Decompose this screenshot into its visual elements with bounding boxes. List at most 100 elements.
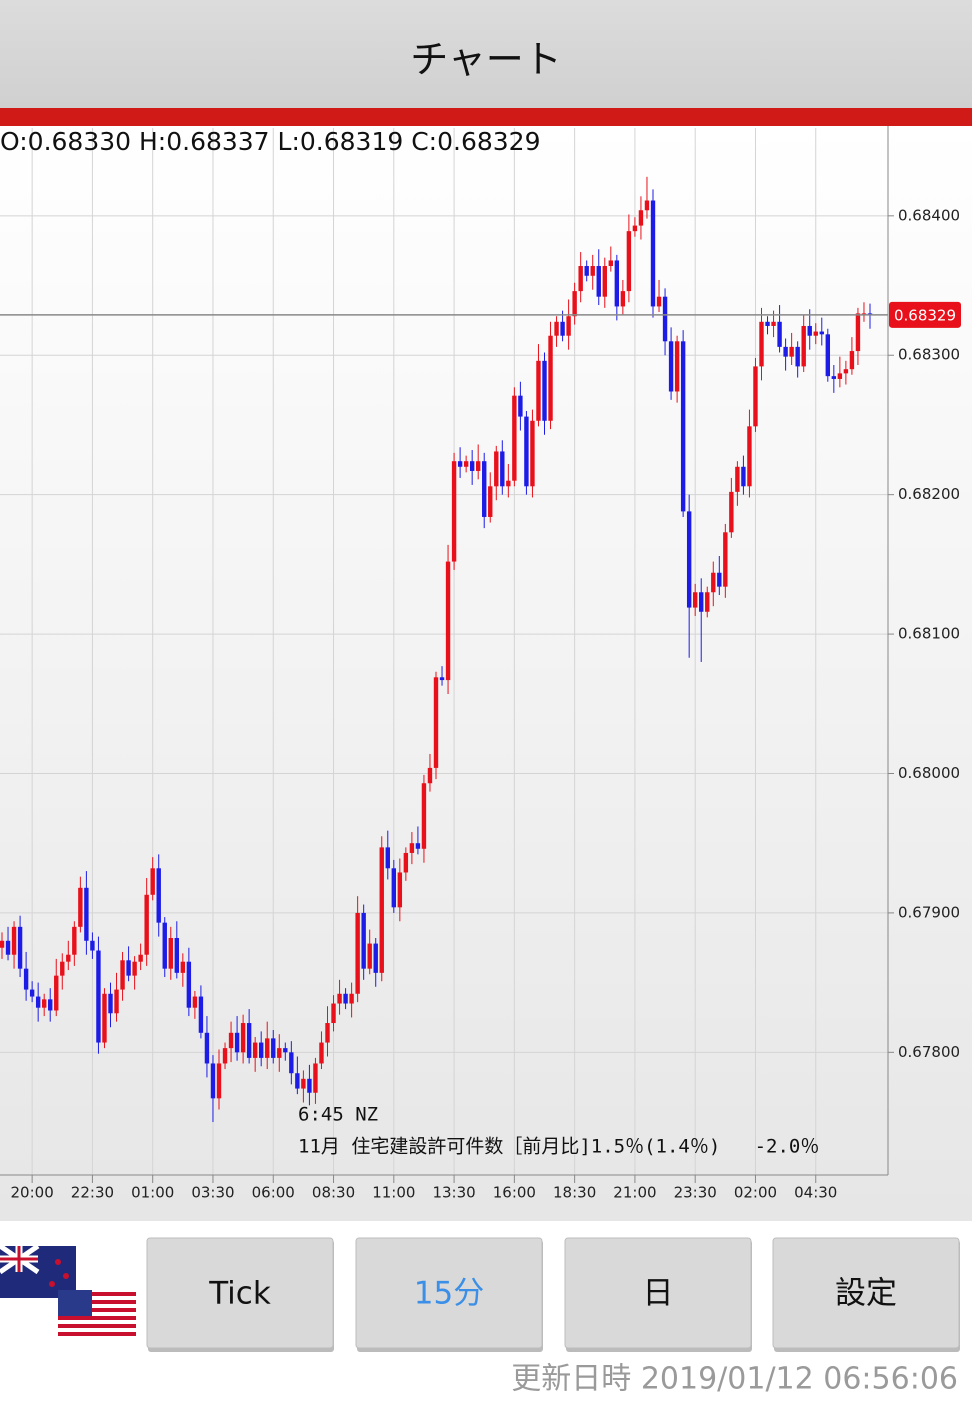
candle-body <box>825 334 831 377</box>
candle-body <box>735 466 740 492</box>
tab-button[interactable] <box>772 1237 960 1349</box>
candle-body <box>301 1078 306 1089</box>
candle-body <box>277 1048 282 1058</box>
candle-body <box>295 1073 300 1089</box>
candle-body <box>488 486 493 517</box>
y-tick-label: 0.68200 <box>898 485 960 503</box>
candle-body <box>753 366 758 427</box>
accent-bar <box>0 108 972 126</box>
candle-body <box>512 395 517 481</box>
candle-body <box>78 887 83 927</box>
event-text: 11月 住宅建設許可件数［前月比]1.5％(1.4％) -2.0％ <box>298 1136 819 1158</box>
candle-body <box>29 989 35 997</box>
candle-body <box>54 975 59 1011</box>
candle-body <box>265 1038 270 1058</box>
tab-button-label: 15分 <box>414 1276 484 1312</box>
candle-body <box>361 912 366 969</box>
candle-body <box>216 1063 222 1099</box>
header-bar <box>0 0 972 108</box>
candle-body <box>427 767 433 784</box>
candle-body <box>325 1023 330 1043</box>
x-tick-label: 02:00 <box>734 1184 777 1202</box>
candle-body <box>451 461 457 562</box>
x-tick-label: 16:00 <box>493 1184 536 1202</box>
candle-body <box>228 1032 234 1049</box>
candle-body <box>313 1063 318 1093</box>
candle-body <box>355 912 360 994</box>
candle-body <box>234 1032 240 1053</box>
candle-body <box>644 200 650 211</box>
candle-body <box>60 961 65 976</box>
candle-body <box>222 1048 228 1064</box>
candle-body <box>632 225 638 232</box>
candle-body <box>349 993 354 1004</box>
y-tick-label: 0.68300 <box>898 346 960 364</box>
last-price-box <box>889 301 961 328</box>
candle-body <box>337 993 342 1004</box>
candle-body <box>584 266 589 276</box>
candle-body <box>548 335 553 421</box>
candle-body <box>855 313 861 352</box>
event-time: 6:45 NZ <box>298 1104 378 1126</box>
tab-button[interactable] <box>146 1237 334 1349</box>
updated-time: 更新日時 2019/01/12 06:56:06 <box>511 1362 958 1397</box>
candle-body <box>536 360 541 421</box>
y-tick-label: 0.67800 <box>898 1043 960 1061</box>
candle-body <box>198 996 204 1033</box>
candle-body <box>578 266 583 292</box>
candle-body <box>403 852 409 873</box>
candle-body <box>482 461 487 517</box>
candle-body <box>397 872 403 908</box>
candle-body <box>132 961 137 976</box>
candle-body <box>186 961 192 1008</box>
tab-button-label: 日 <box>643 1276 674 1312</box>
candle-body <box>723 532 728 587</box>
candle-body <box>289 1052 294 1074</box>
candle-body <box>795 346 800 367</box>
candle-body <box>843 369 849 374</box>
candle-body <box>373 943 378 973</box>
y-tick-label: 0.67900 <box>898 903 960 921</box>
tab-button-label: Tick <box>208 1276 271 1312</box>
candle-body <box>48 999 53 1011</box>
candle-body <box>717 572 722 587</box>
candle-body <box>271 1038 276 1058</box>
tab-button[interactable] <box>564 1237 752 1349</box>
candle-body <box>120 960 125 990</box>
candle-body <box>729 491 734 533</box>
candle-body <box>626 231 632 292</box>
candle-body <box>837 373 843 379</box>
x-tick-label: 23:30 <box>674 1184 717 1202</box>
candle-body <box>174 937 180 973</box>
tab-button[interactable] <box>355 1237 543 1349</box>
currency-flags[interactable] <box>0 1243 136 1342</box>
x-tick-label: 08:30 <box>312 1184 355 1202</box>
ohlc-header: O:0.68330 H:0.68337 L:0.68319 C:0.68329 <box>0 127 540 156</box>
y-tick-label: 0.68100 <box>898 625 960 643</box>
candle-body <box>789 346 794 357</box>
y-tick-label: 0.68000 <box>898 764 960 782</box>
x-tick-label: 11:00 <box>372 1184 415 1202</box>
candle-body <box>705 592 710 612</box>
candle-body <box>144 894 149 955</box>
candle-body <box>90 940 95 951</box>
candle-body <box>494 451 499 487</box>
x-tick-label: 04:30 <box>794 1184 837 1202</box>
title: チャート <box>410 38 562 82</box>
candle-body <box>0 940 5 948</box>
candle-body <box>741 466 746 487</box>
candle-body <box>699 592 704 612</box>
candle-body <box>518 395 523 417</box>
candle-body <box>72 926 77 955</box>
candle-body <box>542 360 547 421</box>
candle-body <box>590 266 595 276</box>
candle-body <box>560 321 565 336</box>
candle-body <box>168 937 173 969</box>
candle-body <box>530 420 535 487</box>
candle-body <box>385 847 390 869</box>
x-tick-label: 18:30 <box>553 1184 596 1202</box>
candle-body <box>831 376 837 379</box>
candle-body <box>566 316 571 336</box>
candle-body <box>5 940 11 955</box>
candle-body <box>596 266 601 297</box>
